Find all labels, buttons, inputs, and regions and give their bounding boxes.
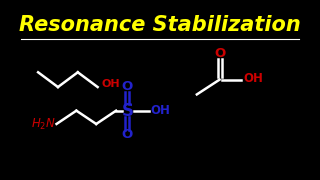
Text: OH: OH [151, 104, 171, 117]
Text: S: S [121, 102, 133, 120]
Text: $H_2N$: $H_2N$ [31, 116, 56, 132]
Text: O: O [122, 128, 133, 141]
Text: O: O [122, 80, 133, 93]
Text: OH: OH [244, 72, 263, 85]
Text: OH: OH [102, 79, 121, 89]
Text: O: O [214, 47, 225, 60]
Text: Resonance Stabilization: Resonance Stabilization [19, 15, 301, 35]
